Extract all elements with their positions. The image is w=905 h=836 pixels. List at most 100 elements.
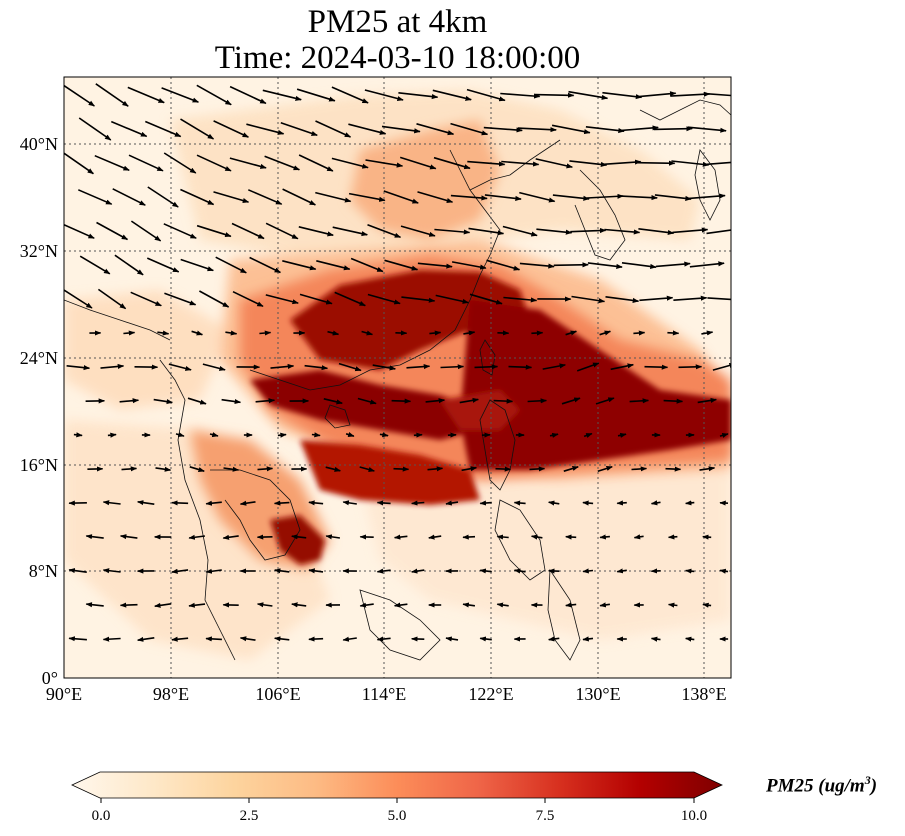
wind-vector-arrow [315,120,352,138]
colorbar: 0.0 2.5 5.0 7.5 10.0 [71,771,723,824]
wind-vector-arrow [619,125,659,132]
wind-vector-arrow [501,160,540,167]
wind-vector-arrow [137,636,155,642]
map-title-line2: Time: 2024-03-10 18:00:00 [214,40,581,76]
wind-vector-arrow [262,89,302,101]
colorbar-tick-label: 0.0 [92,808,111,824]
wind-vector-arrow [221,398,242,405]
wind-vector-arrow [209,432,219,438]
wind-vector-arrow [316,260,351,271]
wind-vector-arrow [348,123,387,135]
wind-vector-arrow [196,154,232,172]
wind-vector-arrow [296,88,336,102]
wind-vector-arrow [450,194,488,201]
wind-vector-arrow [128,154,164,172]
lat-tick-label: 16°N [20,455,58,475]
wind-vector-arrow [257,466,274,472]
wind-vector-arrow [171,636,189,642]
colorbar-label-main: PM25 (ug/m [766,775,865,797]
wind-vector-arrow [123,330,136,336]
wind-vector-arrow [508,364,533,370]
wind-vector-arrow [417,262,453,269]
wind-vector-arrow [583,432,593,438]
wind-vector-arrow [548,636,560,642]
wind-vector-arrow [202,363,226,371]
wind-vector-arrow [85,534,104,540]
wind-vector-arrow [638,228,675,236]
wind-vector-arrow [161,87,199,103]
wind-vector-arrow [503,296,538,303]
wind-vector-arrow [629,398,650,404]
wind-vector-arrow [406,364,431,370]
wind-vector-arrow [565,602,577,608]
wind-vector-arrow [565,330,578,336]
wind-vector-arrow [239,500,256,506]
wind-vector-arrow [673,295,708,301]
wind-vector-arrow [411,500,425,506]
wind-vector-arrow [376,500,391,506]
wind-vector-arrow [569,160,608,167]
wind-vector-arrow [119,398,140,404]
map-title-line1: PM25 at 4km [307,4,488,40]
wind-vector-arrow [586,193,624,199]
wind-vector-arrow [163,152,197,174]
wind-vector-arrow [704,92,731,97]
wind-vector-arrow [199,290,230,308]
wind-vector-arrow [667,534,678,540]
wind-vector-arrow [435,294,469,304]
wind-vector-arrow [595,397,615,405]
wind-vector-arrow [636,91,677,98]
wind-vector-arrow [255,398,276,404]
wind-vector-arrow [553,262,589,268]
wind-vector-arrow [687,126,727,133]
wind-vector-arrow [688,193,726,200]
wind-vector-arrow [282,188,316,206]
wind-vector-arrow [359,466,375,472]
wind-vector-arrow [315,191,352,203]
wind-vector-arrow [399,156,437,170]
wind-vector-arrow [650,636,661,642]
wind-vector-arrow [327,330,340,336]
wind-vector-arrow [616,500,627,506]
wind-vector-arrow [291,602,307,608]
wind-vector-arrow [429,330,442,336]
wind-vector-arrow [175,432,185,438]
wind-vector-arrow [500,92,541,99]
wind-vector-arrow [637,160,676,166]
wind-vector-arrow [519,191,556,203]
wind-vector-arrow [308,568,324,574]
wind-vector-arrow [114,254,144,276]
wind-vector-arrow [445,636,459,642]
wind-vector-arrow [215,256,247,274]
wind-vector-arrow [265,294,299,305]
lat-tick-label: 8°N [29,561,58,581]
wind-vector-arrow [633,330,646,336]
wind-vector-arrow [331,157,369,169]
wind-vector-arrow [428,534,442,540]
wind-vector-arrow [64,84,95,107]
wind-vector-arrow [616,568,627,574]
wind-vector-arrow [534,92,575,98]
wind-vector-arrow [495,466,512,472]
wind-vector-arrow [332,226,368,237]
wind-vector-arrow [191,330,204,336]
wind-vector-arrow [486,259,521,271]
wind-vector-arrow [570,227,607,234]
wind-vector-arrow [462,602,476,608]
wind-vector-arrow [325,534,341,540]
wind-vector-arrow [130,291,162,307]
wind-vector-arrow [685,500,695,506]
wind-vector-arrow [707,297,731,301]
wind-vector-arrow [535,158,573,169]
wind-vector-arrow [246,123,285,135]
wind-vector-arrow [459,397,479,404]
colorbar-bar [71,771,723,799]
wind-vector-arrow [205,568,222,574]
wind-vector-arrow [585,126,625,134]
wind-vector-arrow [599,602,611,608]
wind-vector-arrow [364,89,404,102]
wind-vector-arrow [685,568,695,574]
wind-vector-arrow [468,227,505,236]
wind-vector-arrow [519,262,555,269]
